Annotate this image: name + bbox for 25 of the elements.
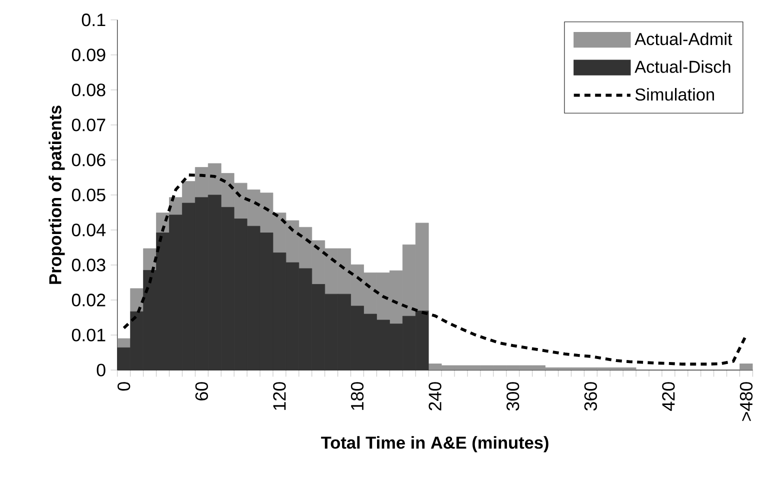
- y-tick-label: 0.05: [72, 188, 106, 202]
- y-tick-label: 0.09: [72, 48, 106, 61]
- legend-label: Actual-Disch: [634, 60, 730, 73]
- y-tick-label: 0.02: [72, 293, 106, 306]
- x-tick-label: 60: [195, 382, 208, 400]
- legend-label: Actual-Admit: [634, 32, 732, 45]
- x-tick-label: 300: [506, 382, 520, 410]
- y-tick-label: 0.04: [72, 223, 106, 236]
- x-tick-label: 0: [118, 382, 130, 390]
- y-tick-label: 0.1: [82, 13, 106, 26]
- y-tick-label: 0.08: [72, 83, 106, 96]
- y-tick-label: 0.07: [72, 118, 106, 132]
- x-tick-label: 360: [584, 382, 597, 410]
- x-axis-title: Total Time in A&E (minutes): [321, 436, 548, 452]
- x-tick-label: >480: [740, 382, 753, 421]
- x-tick-label: 240: [428, 382, 442, 410]
- y-tick-label: 0.01: [72, 328, 106, 342]
- y-tick-label: 0: [96, 363, 106, 376]
- x-tick-label: 180: [350, 382, 364, 410]
- x-tick-label: 120: [273, 382, 286, 410]
- legend-label: Simulation: [635, 88, 714, 100]
- y-tick-label: 0.03: [72, 258, 106, 272]
- y-axis-title: Proportion of patients: [48, 105, 65, 284]
- y-tick-label: 0.06: [72, 153, 106, 166]
- x-tick-label: 420: [662, 382, 675, 411]
